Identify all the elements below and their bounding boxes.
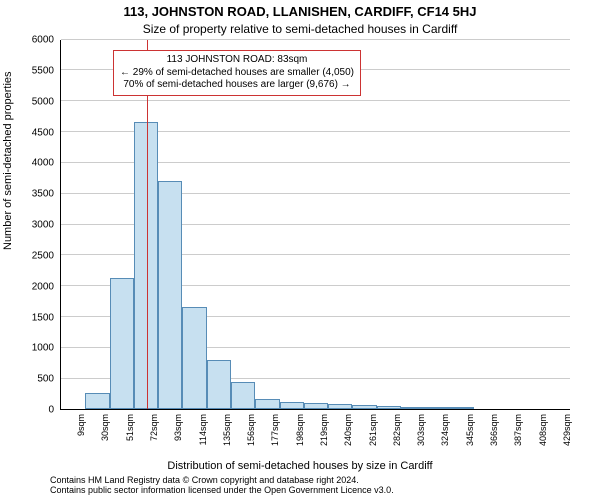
x-tick-label: 177sqm xyxy=(270,414,280,446)
attribution-footer: Contains HM Land Registry data © Crown c… xyxy=(50,476,394,496)
histogram-bar xyxy=(85,393,109,409)
x-tick-label: 324sqm xyxy=(440,414,450,446)
y-tick-label: 6000 xyxy=(32,35,54,46)
histogram-bar xyxy=(207,360,231,409)
annotation-line-1: 113 JOHNSTON ROAD: 83sqm xyxy=(120,54,354,67)
histogram-bar xyxy=(304,403,328,409)
chart-title-description: Size of property relative to semi-detach… xyxy=(0,22,600,36)
x-tick-label: 114sqm xyxy=(198,414,208,445)
y-tick-label: 3000 xyxy=(32,220,54,231)
x-tick-label: 429sqm xyxy=(562,414,572,446)
x-tick-label: 135sqm xyxy=(222,414,232,446)
y-tick-label: 500 xyxy=(37,374,54,385)
y-tick-label: 5000 xyxy=(32,96,54,107)
histogram-bar xyxy=(280,402,304,409)
y-tick-label: 2000 xyxy=(32,281,54,292)
y-tick-label: 1000 xyxy=(32,343,54,354)
histogram-bar xyxy=(255,399,279,409)
gridline xyxy=(61,100,570,101)
y-tick-labels: 0500100015002000250030003500400045005000… xyxy=(0,40,58,410)
x-tick-labels: 9sqm 30sqm 51sqm 72sqm 93sqm 114sqm 135sqm 156s… xyxy=(60,410,570,460)
x-tick-label: 72sqm xyxy=(149,414,159,441)
y-tick-label: 1500 xyxy=(32,312,54,323)
x-tick-label: 30sqm xyxy=(100,414,110,441)
y-tick-label: 2500 xyxy=(32,250,54,261)
x-tick-label: 51sqm xyxy=(125,414,135,441)
histogram-bar xyxy=(231,382,255,409)
x-tick-label: 156sqm xyxy=(246,414,256,446)
annotation-line-3: 70% of semi-detached houses are larger (… xyxy=(120,79,354,92)
histogram-bar xyxy=(352,405,376,409)
chart-wrapper: 113, JOHNSTON ROAD, LLANISHEN, CARDIFF, … xyxy=(0,0,600,500)
y-tick-label: 5500 xyxy=(32,65,54,76)
x-tick-label: 408sqm xyxy=(538,414,548,446)
x-tick-label: 345sqm xyxy=(465,414,475,446)
x-tick-label: 240sqm xyxy=(343,414,353,446)
y-tick-label: 3500 xyxy=(32,189,54,200)
histogram-bar xyxy=(158,181,182,409)
x-tick-label: 93sqm xyxy=(173,414,183,441)
histogram-bar xyxy=(401,407,425,409)
x-tick-label: 366sqm xyxy=(489,414,499,446)
x-tick-label: 9sqm xyxy=(76,414,86,436)
x-tick-label: 219sqm xyxy=(319,414,329,446)
plot-area: 113 JOHNSTON ROAD: 83sqm← 29% of semi-de… xyxy=(60,40,570,410)
y-tick-label: 4000 xyxy=(32,158,54,169)
x-tick-label: 282sqm xyxy=(392,414,402,446)
y-tick-label: 0 xyxy=(48,405,54,416)
gridline xyxy=(61,39,570,40)
histogram-bar xyxy=(110,278,134,409)
histogram-bar xyxy=(377,406,401,409)
annotation-line-2: ← 29% of semi-detached houses are smalle… xyxy=(120,67,354,80)
histogram-bar xyxy=(328,404,352,409)
x-tick-label: 387sqm xyxy=(513,414,523,446)
x-tick-label: 303sqm xyxy=(416,414,426,446)
x-tick-label: 198sqm xyxy=(295,414,305,446)
annotation-box: 113 JOHNSTON ROAD: 83sqm← 29% of semi-de… xyxy=(113,50,361,96)
histogram-bar xyxy=(425,407,449,409)
histogram-bar xyxy=(182,307,206,409)
x-tick-label: 261sqm xyxy=(368,414,378,446)
histogram-bar xyxy=(450,407,474,409)
footer-line-2: Contains public sector information licen… xyxy=(50,486,394,496)
chart-title-address: 113, JOHNSTON ROAD, LLANISHEN, CARDIFF, … xyxy=(0,4,600,19)
x-axis-label: Distribution of semi-detached houses by … xyxy=(0,460,600,472)
y-tick-label: 4500 xyxy=(32,127,54,138)
